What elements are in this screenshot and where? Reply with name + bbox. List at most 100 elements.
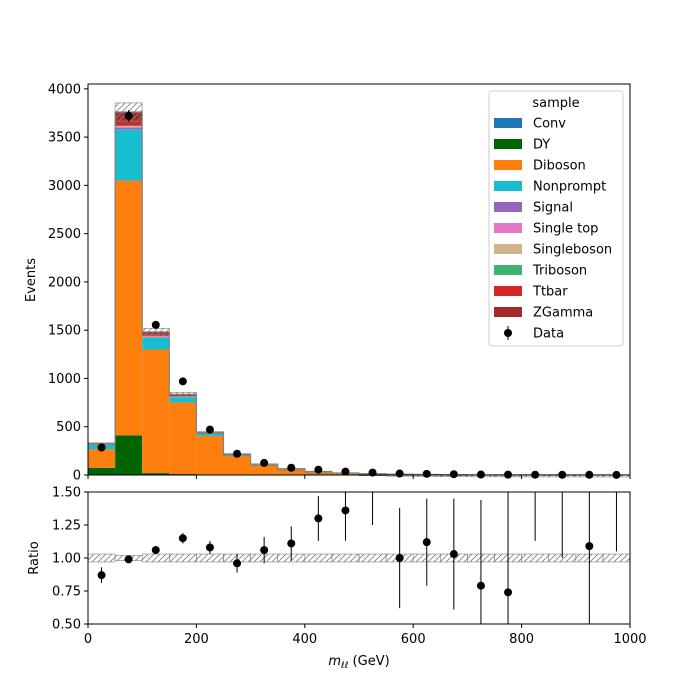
data-point — [260, 458, 269, 467]
bar-diboson-bin-3 — [169, 402, 197, 475]
legend-swatch-triboson — [494, 265, 522, 275]
ratio-y-tick-label: 1.00 — [52, 552, 81, 567]
x-axis-ticks-top-panel — [87, 475, 631, 479]
legend-label: Conv — [533, 117, 566, 132]
bar-nonprompt-bin-1 — [115, 129, 143, 181]
ratio-band-bin-19 — [602, 553, 631, 563]
y-tick-label: 2500 — [48, 227, 81, 242]
data-point — [395, 469, 404, 478]
ratio-point — [205, 543, 214, 552]
data-point — [341, 467, 350, 476]
legend-label: ZGamma — [533, 306, 593, 321]
data-point — [449, 470, 458, 479]
ratio-point — [314, 514, 323, 523]
y-tick-label: 3500 — [48, 131, 81, 146]
legend-label: Data — [533, 327, 564, 342]
ratio-y-tick-label: 1.50 — [52, 486, 81, 501]
y-tick-label: 1500 — [48, 324, 81, 339]
ratio-point — [341, 506, 350, 515]
legend-swatch-singleboson — [494, 244, 522, 254]
data-points — [97, 109, 621, 479]
ratio-band-bin-8 — [304, 553, 333, 563]
legend-label: DY — [533, 138, 550, 153]
ratio-point — [395, 554, 404, 562]
bar-nonprompt-bin-3 — [169, 397, 197, 403]
x-axis-label-subscript: ℓℓ — [340, 661, 348, 671]
legend-label: Ttbar — [532, 285, 568, 300]
legend-label: Signal — [533, 201, 573, 216]
ratio-point — [585, 542, 594, 551]
legend-label: Triboson — [532, 264, 587, 279]
uncertainty-bin-2 — [141, 328, 170, 336]
bar-diboson-bin-1 — [115, 180, 143, 436]
bar-diboson-bin-2 — [142, 349, 170, 474]
legend-label: Nonprompt — [533, 180, 606, 195]
ratio-point — [151, 546, 160, 555]
bar-dy-bin-1 — [115, 435, 143, 475]
data-point — [97, 443, 106, 452]
data-point — [314, 465, 323, 474]
data-point — [151, 320, 160, 329]
ratio-band-bin-9 — [331, 553, 360, 563]
data-point — [233, 449, 242, 458]
data-point — [178, 377, 187, 386]
data-point — [205, 425, 214, 434]
legend-frame — [488, 90, 624, 347]
legend-swatch-dy — [494, 139, 522, 149]
ratio-point — [476, 581, 485, 590]
ratio-point — [449, 550, 458, 559]
legend-label: Diboson — [533, 159, 586, 174]
bar-diboson-bin-0 — [88, 449, 116, 468]
legend: sample Conv DY Diboson Nonprompt Signal Singl… — [488, 90, 624, 347]
bar-single-top-bin-1 — [115, 126, 143, 128]
ratio-y-axis-label: Ratio — [27, 541, 42, 574]
legend-swatch-signal — [494, 202, 522, 212]
ratio-band-bin-4 — [196, 553, 224, 563]
ratio-point — [504, 588, 513, 597]
y-axis-ticks: 0 500 1000 1500 2000 2500 3000 3500 4000 — [48, 82, 88, 484]
main-frame — [87, 83, 631, 476]
ratio-band-bin-16 — [521, 553, 549, 563]
ratio-point — [124, 555, 133, 564]
bar-nonprompt-bin-4 — [196, 433, 224, 436]
ratio-point — [97, 571, 106, 580]
ratio-y-axis-ticks: 0.50 0.75 1.00 1.25 1.50 — [52, 486, 88, 633]
ratio-point — [422, 538, 431, 547]
y-tick-label: 1000 — [48, 372, 81, 387]
bar-nonprompt-bin-2 — [142, 337, 170, 350]
x-axis-label-unit: (GeV) — [348, 654, 389, 669]
ratio-band-bin-3 — [169, 553, 197, 563]
x-axis-label: mℓℓ (GeV) — [328, 654, 389, 671]
y-tick-label: 500 — [56, 420, 81, 435]
ratio-y-tick-label: 0.50 — [52, 618, 81, 633]
legend-label: Single top — [533, 222, 598, 237]
bar-diboson-bin-4 — [196, 435, 224, 475]
bar-diboson-bin-6 — [250, 464, 278, 475]
ratio-points — [97, 492, 617, 624]
x-tick-label: 0 — [84, 632, 92, 647]
ratio-point — [233, 559, 242, 568]
legend-swatch-conv — [494, 118, 522, 128]
legend-swatch-single-top — [494, 223, 522, 233]
bar-diboson-bin-5 — [223, 455, 251, 475]
y-tick-label: 3000 — [48, 179, 81, 194]
data-point — [124, 111, 133, 120]
ratio-panel: 0.50 0.75 1.00 1.25 1.50 0 200 400 600 800 1000 R… — [27, 486, 647, 672]
y-axis-label: Events — [24, 258, 39, 302]
x-tick-label: 400 — [292, 632, 317, 647]
y-tick-label: 4000 — [48, 82, 81, 97]
ratio-band-bin-0 — [87, 553, 116, 563]
x-tick-label: 200 — [184, 632, 209, 647]
bar-dy-bin-2 — [142, 473, 170, 475]
bar-signal-bin-1 — [115, 127, 143, 130]
data-point — [287, 463, 296, 472]
uncertainty-bin-3 — [169, 391, 197, 397]
bar-diboson-bin-7 — [277, 469, 305, 475]
ratio-point — [178, 534, 187, 543]
legend-swatch-ttbar — [494, 286, 522, 296]
ratio-point — [287, 539, 296, 548]
legend-swatch-diboson — [494, 160, 522, 170]
data-point — [422, 469, 431, 478]
